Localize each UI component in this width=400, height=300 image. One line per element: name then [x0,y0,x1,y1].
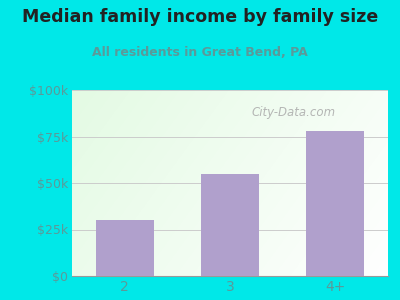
Bar [96,220,154,276]
Bar [201,174,259,276]
Text: All residents in Great Bend, PA: All residents in Great Bend, PA [92,46,308,59]
Text: City-Data.com: City-Data.com [251,106,335,119]
Text: Median family income by family size: Median family income by family size [22,8,378,26]
Bar [306,131,364,276]
